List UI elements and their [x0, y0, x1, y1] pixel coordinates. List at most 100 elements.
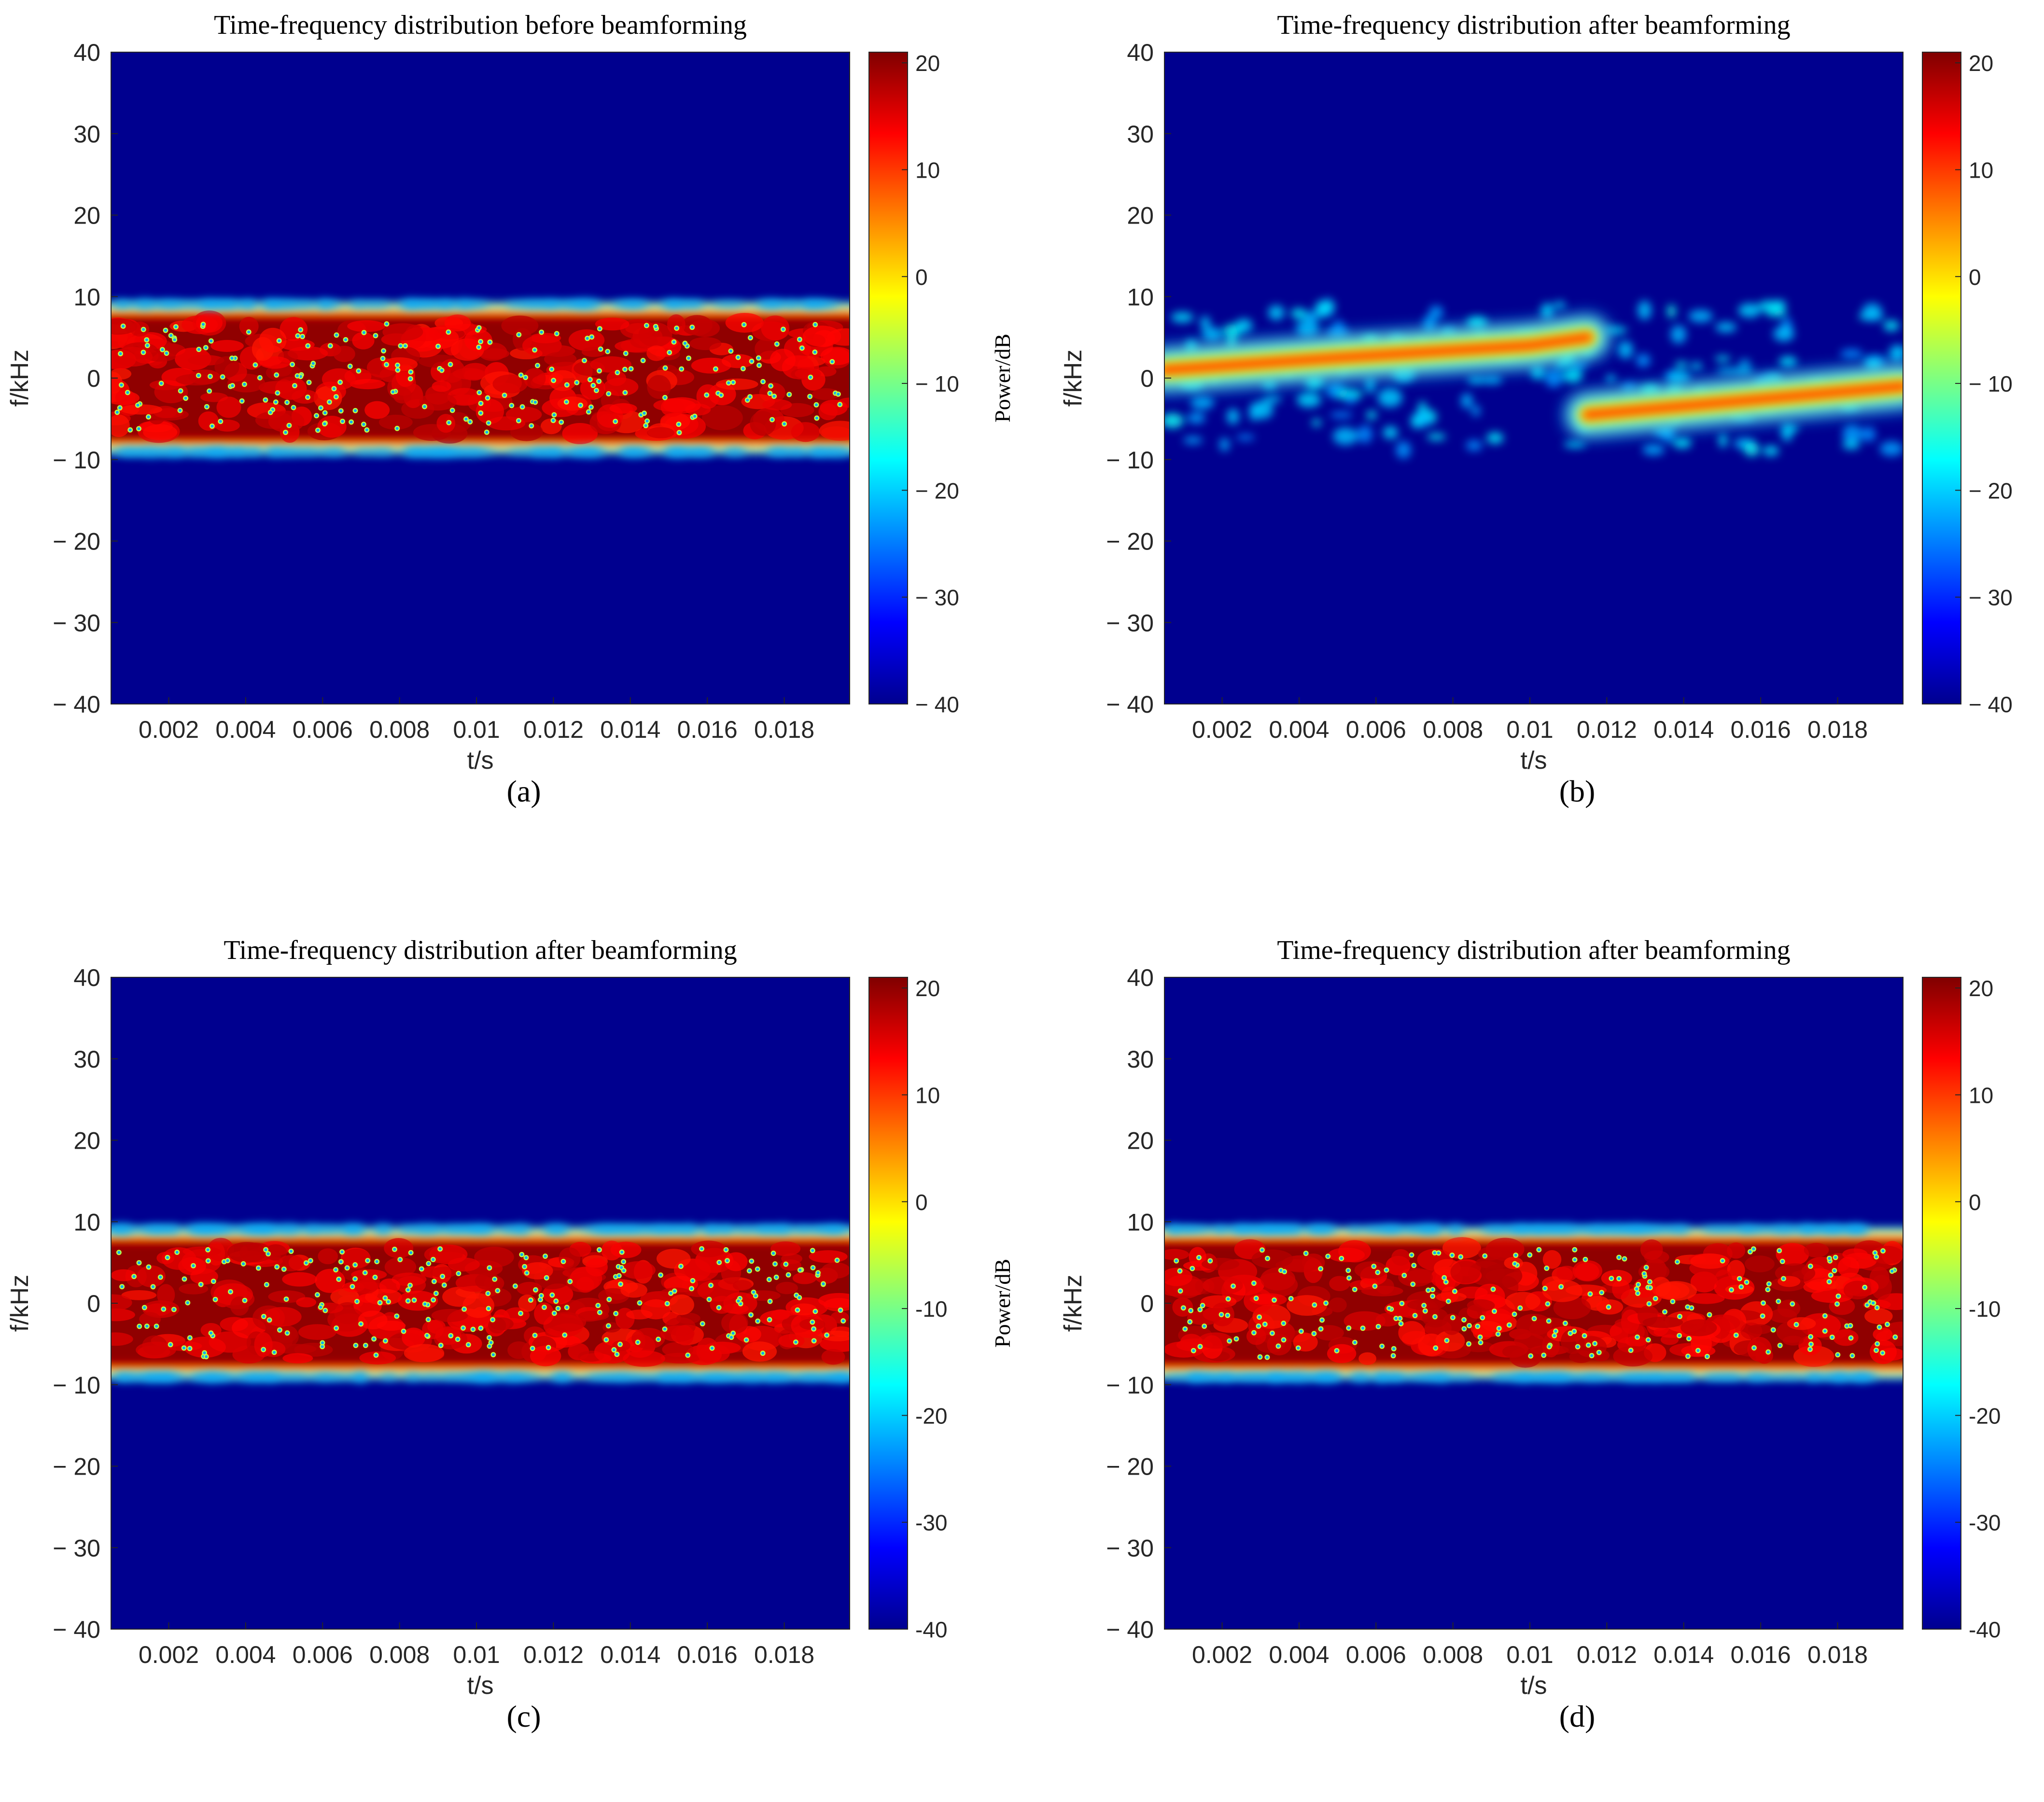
chart-panel-d: 40 30 20 10 0 − 10 − 20 − 30 − 40 0.002 0.004 0.006… [1059, 935, 2044, 1733]
x-tick-label: 0.018 [754, 716, 814, 743]
y-tick-label: 30 [73, 1046, 100, 1073]
y-tick-label: 20 [1127, 202, 1154, 229]
y-tick-label: − 30 [1106, 1535, 1154, 1562]
y-tick-label: 20 [1127, 1127, 1154, 1154]
colorbar-tick-label: 20 [1969, 976, 1993, 1001]
y-tick-label: − 10 [53, 1372, 100, 1399]
colorbar-tick-label: − 20 [1969, 478, 2013, 503]
heatmap-image [111, 1224, 850, 1383]
colorbar [868, 52, 908, 704]
y-axis-label: f/kHz [1059, 350, 1087, 407]
x-tick-label: 0.014 [600, 716, 660, 743]
colorbar-tick-label: 10 [915, 157, 940, 183]
chart-panel-c: 40 30 20 10 0 − 10 − 20 − 30 − 40 0.002 0.004 0.006… [6, 935, 1015, 1733]
x-tick-label: 0.012 [523, 716, 584, 743]
colorbar-tick-label: − 40 [915, 692, 959, 717]
x-tick-label: 0.002 [1192, 716, 1252, 743]
colorbar-tick-label: 10 [1969, 157, 1993, 183]
x-tick-label: 0.008 [1423, 716, 1483, 743]
y-tick-label: − 20 [53, 528, 100, 555]
y-tick-label: 10 [1127, 283, 1154, 310]
x-tick-label: 0.016 [677, 1641, 738, 1668]
y-tick-label: − 30 [1106, 609, 1154, 636]
x-tick-label: 0.012 [523, 1641, 584, 1668]
y-tick-label: − 40 [53, 691, 100, 718]
y-axis-label: f/kHz [6, 1275, 34, 1332]
chart-title: Time-frequency distribution after beamfo… [1277, 10, 1790, 40]
x-tick-label: 0.018 [754, 1641, 814, 1668]
x-tick-label: 0.01 [1506, 716, 1553, 743]
x-tick-label: 0.002 [1192, 1641, 1252, 1668]
x-tick-label: 0.016 [1731, 1641, 1791, 1668]
x-axis-label: t/s [467, 746, 494, 774]
x-tick-label: 0.006 [1346, 1641, 1406, 1668]
y-tick-label: − 10 [1106, 447, 1154, 474]
chart-title: Time-frequency distribution after beamfo… [1277, 935, 1790, 965]
x-tick-label: 0.014 [1653, 716, 1714, 743]
y-tick-label: 10 [73, 1209, 100, 1236]
x-tick-label: 0.008 [369, 716, 430, 743]
y-tick-label: − 10 [53, 447, 100, 474]
colorbar-tick-label: 0 [915, 265, 928, 290]
y-tick-label: 30 [1127, 1046, 1154, 1073]
colorbar-tick-label: 20 [915, 51, 940, 76]
colorbar-tick-label: − 10 [915, 371, 959, 396]
x-tick-label: 0.008 [1423, 1641, 1483, 1668]
x-axis-label: t/s [1521, 1672, 1547, 1700]
chart-panel-b: 40 30 20 10 0 − 10 − 20 − 30 − 40 0.002 0.004 0.006… [1059, 10, 2044, 808]
y-tick-label: − 10 [1106, 1372, 1154, 1399]
colorbar [868, 977, 908, 1630]
colorbar-tick-label: 10 [915, 1083, 940, 1108]
y-tick-label: − 40 [53, 1616, 100, 1643]
y-tick-label: − 40 [1106, 1616, 1154, 1643]
colorbar-label: Power/dB [990, 334, 1015, 422]
x-tick-label: 0.012 [1577, 716, 1637, 743]
colorbar-tick-label: − 20 [915, 478, 959, 503]
colorbar-tick-label: − 30 [1969, 585, 2013, 610]
y-tick-label: 40 [73, 39, 100, 66]
y-tick-label: 20 [73, 1127, 100, 1154]
colorbar-tick-label: -20 [1969, 1403, 2001, 1428]
panel-label: (b) [1559, 774, 1596, 808]
x-tick-label: 0.01 [453, 716, 500, 743]
x-tick-label: 0.016 [677, 716, 738, 743]
colorbar-tick-label: 0 [1969, 265, 1981, 290]
x-tick-label: 0.004 [215, 716, 276, 743]
colorbar-label: Power/dB [990, 1259, 1015, 1348]
x-tick-label: 0.004 [215, 1641, 276, 1668]
y-tick-label: 10 [1127, 1209, 1154, 1236]
colorbar-tick-label: -10 [915, 1296, 947, 1322]
x-tick-label: 0.01 [453, 1641, 500, 1668]
x-tick-label: 0.018 [1807, 716, 1868, 743]
colorbar-tick-label: 20 [1969, 51, 1993, 76]
chart-title: Time-frequency distribution before beamf… [214, 10, 747, 40]
colorbar-tick-label: -30 [915, 1510, 947, 1535]
y-tick-label: 20 [73, 202, 100, 229]
y-tick-label: 40 [1127, 39, 1154, 66]
colorbar-tick-label: − 40 [1969, 692, 2013, 717]
panel-label: (c) [506, 1699, 541, 1733]
colorbar-tick-label: − 30 [915, 585, 959, 610]
colorbar-tick-label: 0 [915, 1190, 928, 1215]
y-tick-label: − 30 [53, 609, 100, 636]
panel-label: (d) [1559, 1699, 1596, 1733]
y-tick-label: 40 [73, 964, 100, 991]
colorbar-tick-label: -30 [1969, 1510, 2001, 1535]
y-axis-label: f/kHz [1059, 1275, 1087, 1332]
y-tick-label: − 20 [53, 1453, 100, 1480]
y-tick-label: − 20 [1106, 528, 1154, 555]
y-tick-label: 0 [87, 365, 100, 392]
chart-title: Time-frequency distribution after beamfo… [224, 935, 737, 965]
y-tick-label: 30 [1127, 121, 1154, 148]
heatmap-image [111, 298, 850, 458]
x-tick-label: 0.002 [139, 716, 199, 743]
chart-panel-a: 40 30 20 10 0 − 10 − 20 − 30 − 40 0.002 0.004 0.006… [6, 10, 1015, 808]
colorbar-tick-label: -40 [915, 1617, 947, 1642]
y-tick-label: 0 [87, 1290, 100, 1317]
x-tick-label: 0.006 [293, 1641, 353, 1668]
heatmap-image [1164, 1224, 1903, 1383]
x-tick-label: 0.01 [1506, 1641, 1553, 1668]
x-tick-label: 0.006 [293, 716, 353, 743]
colorbar-tick-label: -10 [1969, 1296, 2001, 1322]
